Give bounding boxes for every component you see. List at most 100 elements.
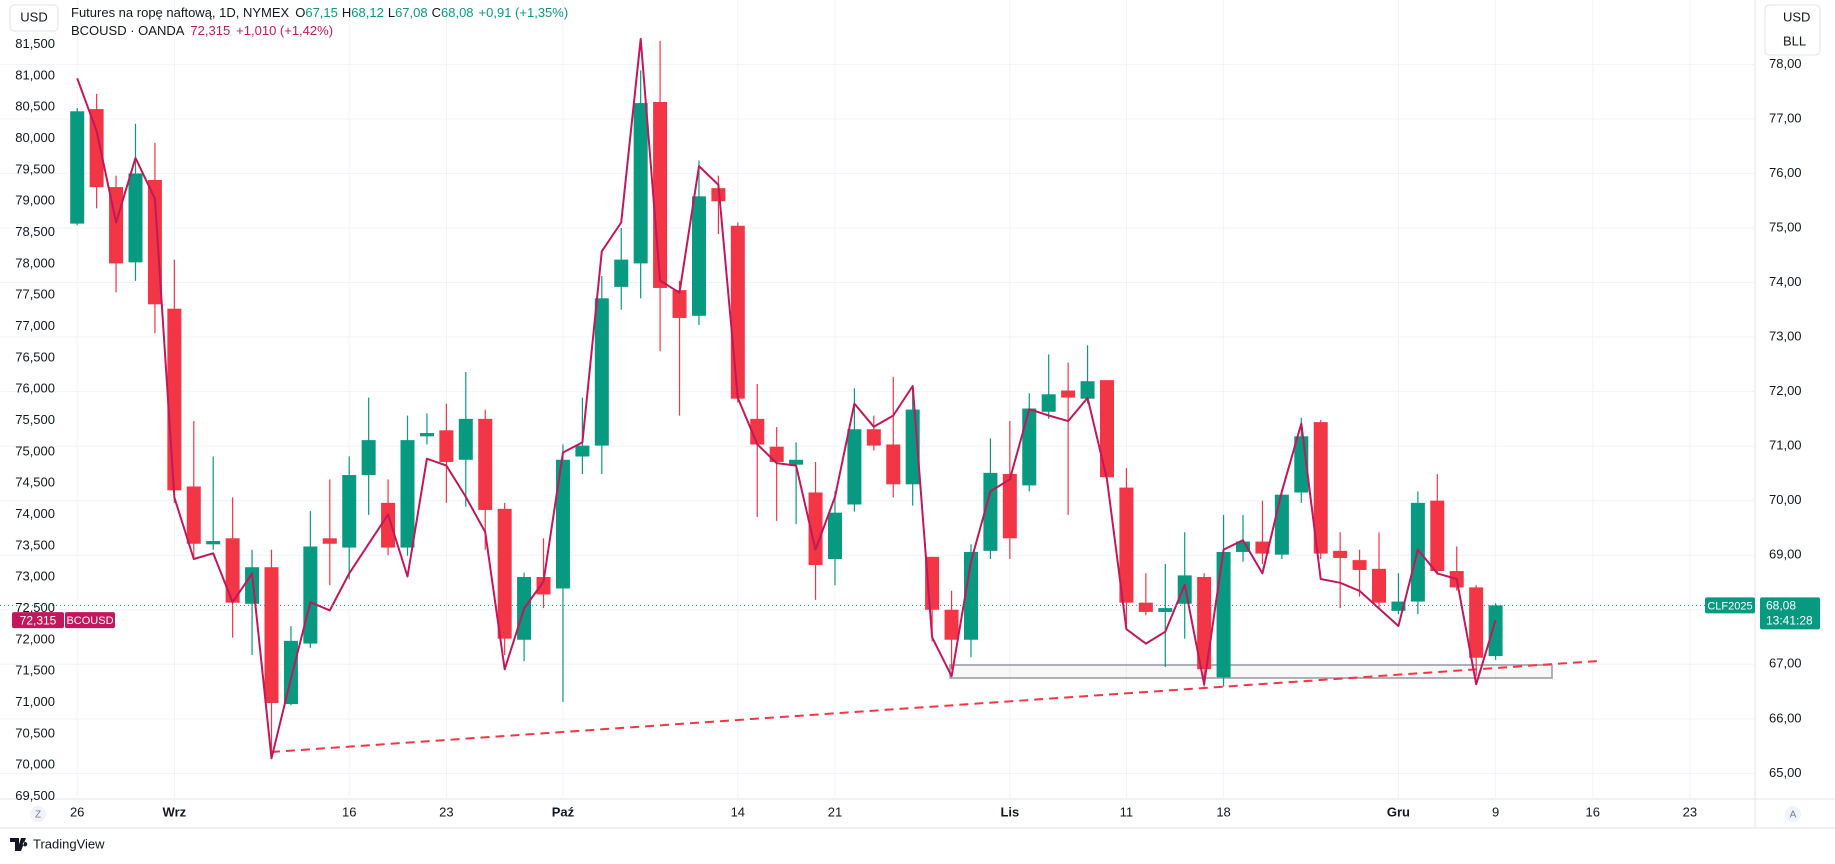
trend-line[interactable] <box>270 660 1599 753</box>
series-tag <box>1705 597 1755 614</box>
candle-body <box>808 492 823 566</box>
candle-body <box>789 459 804 465</box>
x-tick-label: 9 <box>1492 804 1499 819</box>
candle-body <box>1236 541 1250 552</box>
y2-tick-label: 67,00 <box>1769 656 1802 671</box>
candle-body <box>361 440 376 476</box>
candle-body <box>497 508 512 639</box>
y-tick-label: 77,500 <box>15 287 55 302</box>
candle-body <box>303 546 318 644</box>
x-tick-label: Paź <box>552 804 575 819</box>
legend-value: 67,08 <box>395 5 428 20</box>
y-tick-label: 70,000 <box>15 757 55 772</box>
candle-body <box>730 225 745 399</box>
candle-body <box>672 290 687 318</box>
y-tick-label: 80,500 <box>15 99 55 114</box>
y-tick-label: 75,000 <box>15 443 55 458</box>
y-tick-label: 69,500 <box>15 788 55 803</box>
legend-value: 68,08 <box>441 5 474 20</box>
price-tag <box>1760 597 1820 630</box>
legend-value: 68,12 <box>351 5 384 20</box>
price-tag <box>12 612 64 629</box>
candle-body <box>1274 494 1289 555</box>
candle-body <box>264 567 279 704</box>
price-tag-value: 68,08 <box>1766 599 1796 613</box>
candle-body <box>1469 587 1484 658</box>
candle-body <box>1333 550 1348 558</box>
y2-tick-label: 77,00 <box>1769 110 1802 125</box>
candle-body <box>1022 408 1037 486</box>
scale-right-label: BLL <box>1783 33 1806 48</box>
candle-body <box>225 538 240 603</box>
corner-button-left[interactable] <box>30 806 46 822</box>
y2-tick-label: 73,00 <box>1769 328 1802 343</box>
candle-body <box>128 173 143 263</box>
candle-body <box>1138 602 1153 612</box>
candle-body <box>439 430 454 462</box>
series-tag-name: BCOUSD <box>66 615 113 627</box>
candle-body <box>1002 473 1017 539</box>
candle-body <box>283 640 298 705</box>
y-tick-label: 73,000 <box>15 569 55 584</box>
legend-title: Futures na ropę naftową, 1D, NYMEX <box>71 5 290 20</box>
candle-body <box>167 308 182 491</box>
legend-key: H <box>342 5 351 20</box>
corner-button-right[interactable] <box>1785 806 1801 822</box>
y2-tick-label: 74,00 <box>1769 274 1802 289</box>
candle-body <box>245 567 260 604</box>
candle-body <box>322 538 337 544</box>
candle-body <box>89 109 104 188</box>
y2-tick-label: 78,00 <box>1769 56 1802 71</box>
corner-label: Z <box>35 810 41 821</box>
scale-button-left[interactable] <box>9 4 59 32</box>
candle-body <box>691 196 706 316</box>
y2-tick-label: 69,00 <box>1769 547 1802 562</box>
candle-body <box>769 446 784 462</box>
candle-body <box>555 459 570 589</box>
y-tick-label: 76,500 <box>15 349 55 364</box>
y2-tick-label: 70,00 <box>1769 492 1802 507</box>
line-series <box>76 37 1497 760</box>
y2-tick-label: 76,00 <box>1769 165 1802 180</box>
candle-body <box>1372 568 1387 603</box>
x-tick-label: Wrz <box>163 804 187 819</box>
x-tick-label: 23 <box>439 804 453 819</box>
y-tick-label: 77,000 <box>15 318 55 333</box>
y-tick-label: 74,000 <box>15 506 55 521</box>
compare-change: +1,010 (+1,42%) <box>236 23 333 38</box>
x-tick-label: 14 <box>731 804 745 819</box>
candle-body <box>1061 390 1076 398</box>
y-tick-label: 75,500 <box>15 412 55 427</box>
candle-body <box>866 429 881 446</box>
x-tick-label: 16 <box>342 804 356 819</box>
y-tick-label: 70,500 <box>15 725 55 740</box>
candle-body <box>594 298 609 446</box>
candle-body <box>400 440 415 548</box>
candle-body <box>1488 605 1503 657</box>
candle-body <box>70 111 85 224</box>
x-tick-label: 26 <box>70 804 84 819</box>
series-tag-name: CLF2025 <box>1707 600 1752 612</box>
candle-body <box>342 475 357 548</box>
candle-body <box>1099 380 1114 478</box>
y-tick-label: 76,000 <box>15 381 55 396</box>
brand-name: TradingView <box>33 836 105 851</box>
y-tick-label: 79,000 <box>15 193 55 208</box>
candle-body <box>1430 500 1445 572</box>
legend-compare: BCOUSD · OANDA 72,315 +1,010 (+1,42%) <box>71 23 333 38</box>
candle-body <box>1313 422 1328 554</box>
y-tick-label: 71,500 <box>15 663 55 678</box>
y-tick-label: 78,000 <box>15 255 55 270</box>
y-tick-label: 74,500 <box>15 475 55 490</box>
brand-logo <box>10 838 28 851</box>
y-tick-label: 71,000 <box>15 694 55 709</box>
compare-title: BCOUSD · OANDA <box>71 23 185 38</box>
y-tick-label: 81,000 <box>15 67 55 82</box>
x-tick-label: 18 <box>1216 804 1230 819</box>
range-rectangle[interactable] <box>949 664 1553 679</box>
scale-right-label: USD <box>1783 9 1810 24</box>
scale-button-right[interactable] <box>1764 4 1821 56</box>
legend-key: L <box>388 5 395 20</box>
